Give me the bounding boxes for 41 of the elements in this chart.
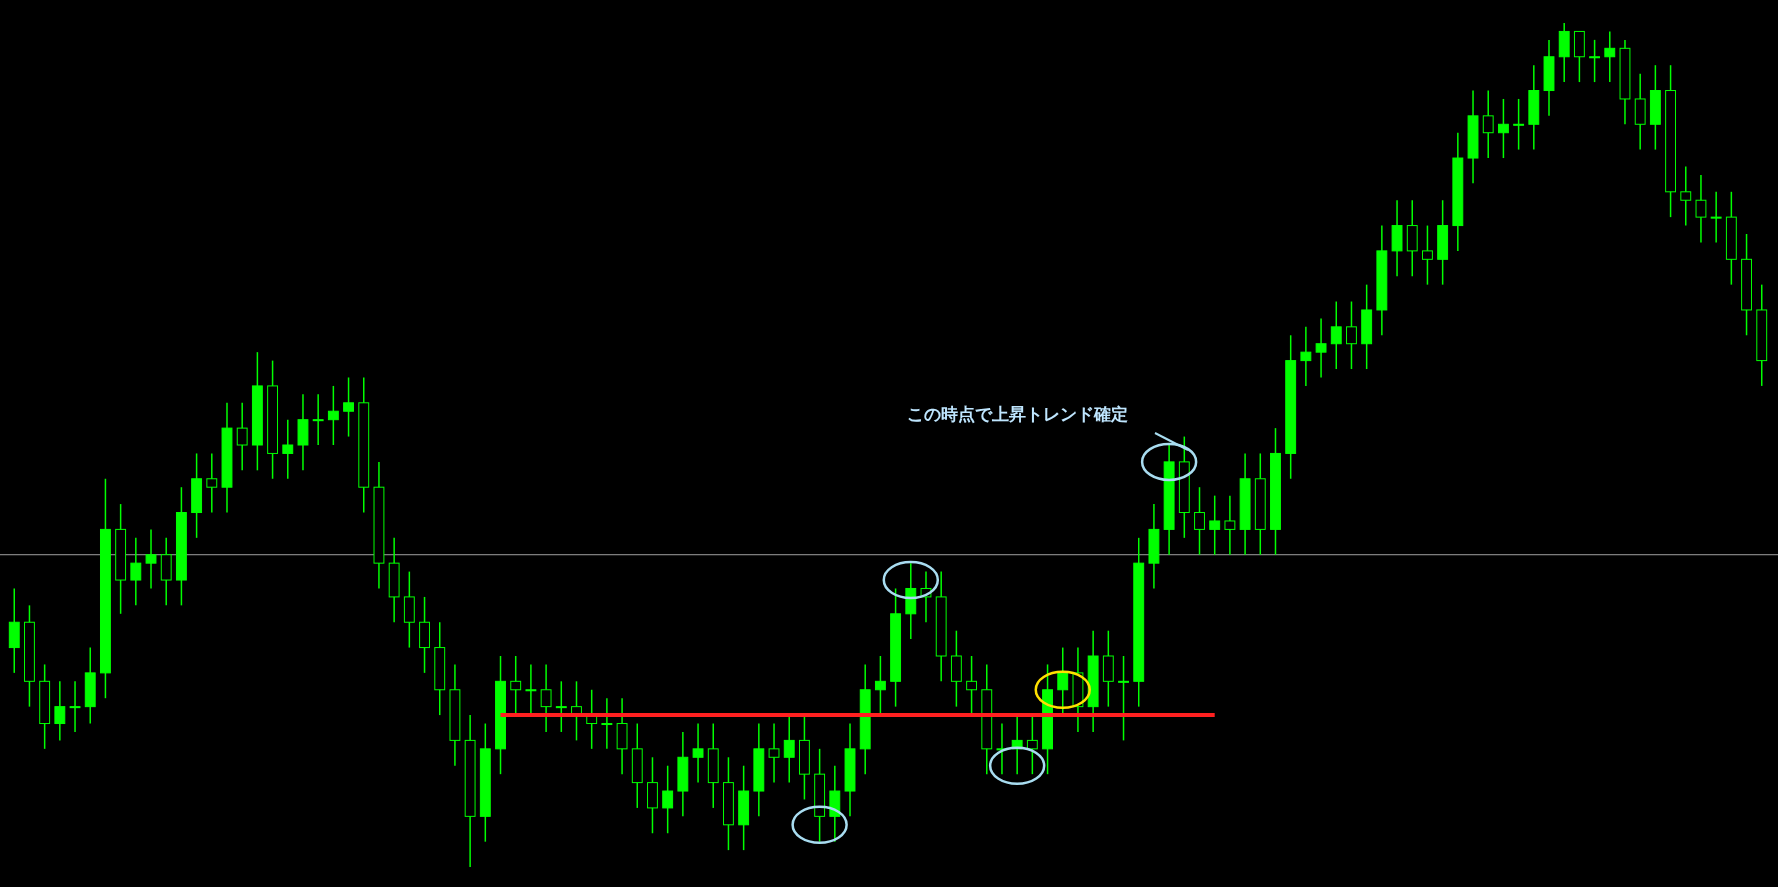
candlestick [768, 722, 780, 784]
candlestick [312, 393, 324, 446]
candlestick [510, 655, 522, 716]
candlestick [1482, 89, 1494, 159]
candlestick [1224, 494, 1236, 556]
candlestick [206, 452, 218, 514]
candlestick [1604, 30, 1616, 83]
candlestick [69, 680, 81, 733]
annotation: この時点で上昇トレンド確定 [906, 404, 1128, 424]
candlestick [236, 402, 248, 472]
candlestick [1710, 191, 1722, 244]
candlestick [130, 537, 142, 607]
candlestick [1209, 494, 1221, 556]
candlestick [145, 528, 157, 590]
candlestick [1422, 224, 1433, 286]
candlestick [1194, 486, 1205, 556]
candlestick [783, 714, 795, 784]
candlestick [1346, 300, 1357, 370]
candlestick [54, 680, 66, 742]
candlestick [1680, 165, 1692, 227]
candlestick [1300, 326, 1312, 387]
candlestick [692, 722, 704, 784]
candlestick [1330, 300, 1342, 370]
candlestick [662, 764, 674, 834]
candlestick [540, 663, 552, 733]
candlestick [1497, 98, 1509, 159]
candlestick [525, 663, 537, 716]
candlestick [966, 655, 978, 716]
candlestick [327, 385, 339, 446]
candlestick [1118, 655, 1129, 742]
candlestick [874, 655, 886, 716]
candlestick [1589, 39, 1601, 83]
candlestick [1315, 317, 1327, 379]
candlestick [1513, 98, 1525, 151]
candlestick [1695, 174, 1707, 244]
candlestick [343, 376, 354, 438]
candlestick [282, 418, 294, 480]
candlestick [1026, 714, 1038, 775]
candlestick [555, 680, 567, 733]
candlestick [601, 697, 613, 750]
candlestick [1057, 646, 1069, 716]
